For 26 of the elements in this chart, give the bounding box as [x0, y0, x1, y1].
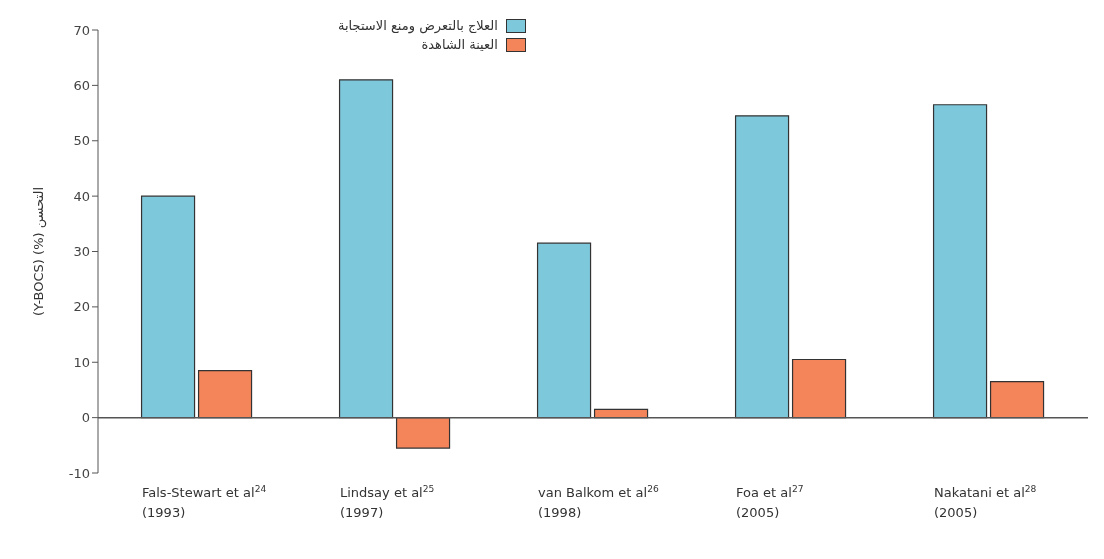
- y-tick-label: 0: [81, 410, 90, 426]
- bar: [536, 242, 592, 419]
- y-tick-label: 60: [73, 77, 90, 93]
- bar: [197, 369, 253, 419]
- bar: [791, 358, 847, 419]
- category-label: Foa et al$^{27}$ (2005): [736, 484, 804, 520]
- category-label: Nakatani et al$^{28}$ (2005): [934, 484, 1037, 520]
- y-tick-label: 40: [73, 188, 90, 204]
- bar: [395, 417, 451, 449]
- category-label: Fals-Stewart et al$^{24}$ (1993): [142, 484, 267, 520]
- bar: [734, 115, 790, 419]
- category-label: Lindsay et al$^{25}$ (1997): [340, 484, 435, 520]
- legend-label: العلاج بالتعرض ومنع الاستجابة: [338, 18, 498, 33]
- y-tick-label: 10: [73, 354, 90, 370]
- bar: [140, 195, 196, 419]
- y-tick-label: 20: [73, 299, 90, 315]
- y-tick-label: 70: [73, 22, 90, 38]
- bar: [338, 79, 394, 419]
- category-label: van Balkom et al$^{26}$ (1998): [538, 484, 659, 520]
- legend-label: العينة الشاهدة: [421, 37, 498, 52]
- bar: [989, 381, 1045, 419]
- bar: [932, 104, 988, 419]
- y-tick-label: 30: [73, 244, 90, 260]
- y-tick-label: 50: [73, 133, 90, 149]
- y-tick-label: -10: [68, 465, 90, 481]
- y-axis-title: (Y-BOCS) (%) التحسن: [30, 186, 47, 317]
